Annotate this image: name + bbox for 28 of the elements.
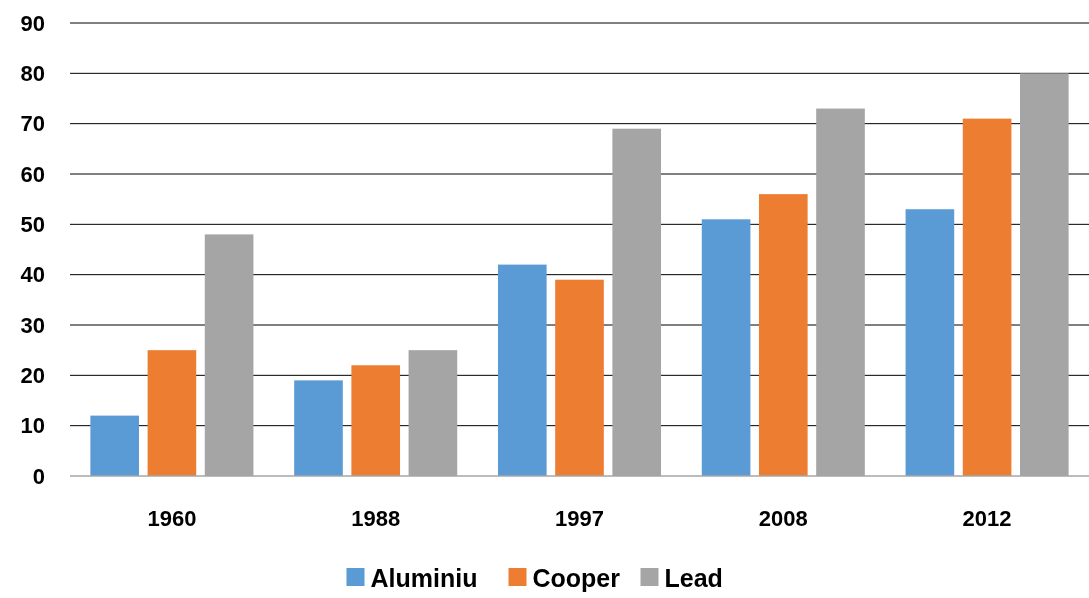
y-tick-label: 50 (20, 212, 45, 238)
legend-label: Cooper (532, 564, 621, 592)
y-tick-label: 0 (32, 463, 45, 489)
x-tick-label: 2012 (962, 506, 1012, 531)
x-tick-label: 1960 (147, 506, 197, 531)
bar (90, 415, 140, 476)
y-tick-label: 70 (20, 111, 45, 137)
x-tick-label: 1997 (555, 506, 604, 531)
legend-label: Lead (664, 564, 723, 592)
bar (351, 365, 401, 476)
x-tick-label: 1988 (351, 506, 401, 531)
y-tick-label: 10 (20, 413, 45, 439)
y-tick-label: 20 (20, 363, 45, 389)
x-tick-label: 2008 (758, 506, 808, 531)
y-tick-label: 80 (20, 61, 45, 87)
bar (701, 219, 751, 476)
legend-label: Aluminiu (370, 564, 478, 592)
y-tick-label: 90 (20, 10, 45, 36)
y-tick-label: 30 (20, 312, 45, 338)
bar (497, 264, 547, 476)
bar (905, 209, 955, 476)
bar (962, 118, 1012, 476)
bar (758, 194, 808, 476)
bar (555, 279, 604, 476)
y-tick-label: 40 (20, 262, 45, 288)
bar (294, 380, 343, 476)
y-tick-label: 60 (20, 161, 45, 187)
bar (147, 350, 197, 476)
